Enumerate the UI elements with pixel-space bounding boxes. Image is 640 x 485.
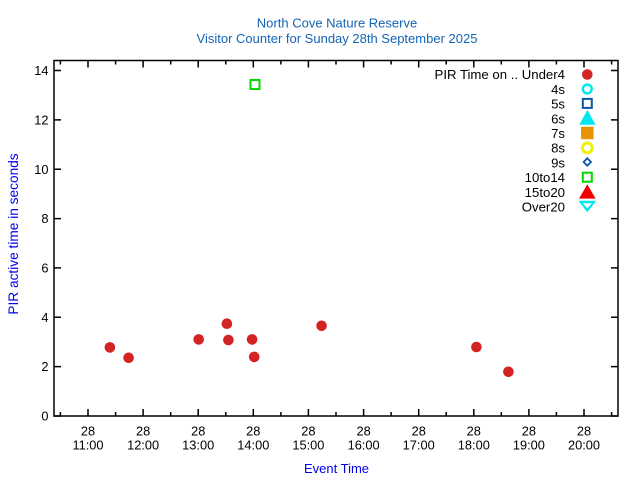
svg-text:PIR Time on .. Under4: PIR Time on .. Under4 — [435, 67, 565, 82]
svg-text:5s: 5s — [551, 97, 565, 112]
svg-text:13:00: 13:00 — [182, 438, 214, 453]
svg-text:28: 28 — [412, 424, 426, 439]
svg-text:19:00: 19:00 — [513, 438, 545, 453]
svg-text:15to20: 15to20 — [525, 185, 565, 200]
svg-text:28: 28 — [301, 424, 315, 439]
svg-text:28: 28 — [522, 424, 536, 439]
svg-text:28: 28 — [577, 424, 591, 439]
svg-text:10: 10 — [34, 162, 48, 177]
svg-text:28: 28 — [81, 424, 95, 439]
svg-text:18:00: 18:00 — [458, 438, 490, 453]
svg-text:28: 28 — [191, 424, 205, 439]
svg-text:14:00: 14:00 — [237, 438, 269, 453]
svg-text:14: 14 — [34, 63, 48, 78]
svg-text:6s: 6s — [551, 111, 565, 126]
svg-text:28: 28 — [136, 424, 150, 439]
svg-text:North Cove Nature Reserve: North Cove Nature Reserve — [257, 16, 417, 31]
svg-text:17:00: 17:00 — [403, 438, 435, 453]
svg-text:Visitor Counter for Sunday 28t: Visitor Counter for Sunday 28th Septembe… — [197, 31, 478, 46]
svg-text:4: 4 — [41, 310, 48, 325]
svg-text:Over20: Over20 — [522, 200, 565, 215]
svg-text:12: 12 — [34, 113, 48, 128]
svg-text:16:00: 16:00 — [348, 438, 380, 453]
svg-text:12:00: 12:00 — [127, 438, 159, 453]
svg-text:7s: 7s — [551, 126, 565, 141]
svg-text:8: 8 — [41, 211, 48, 226]
svg-text:28: 28 — [356, 424, 370, 439]
svg-text:11:00: 11:00 — [72, 438, 103, 453]
svg-text:20:00: 20:00 — [568, 438, 600, 453]
svg-text:0: 0 — [41, 409, 48, 424]
svg-text:15:00: 15:00 — [292, 438, 324, 453]
svg-text:PIR active time in seconds: PIR active time in seconds — [6, 153, 21, 314]
svg-text:10to14: 10to14 — [525, 170, 565, 185]
svg-text:8s: 8s — [551, 141, 565, 156]
svg-text:28: 28 — [246, 424, 260, 439]
svg-text:4s: 4s — [551, 82, 565, 97]
svg-text:2: 2 — [41, 359, 48, 374]
svg-text:28: 28 — [467, 424, 481, 439]
svg-text:9s: 9s — [551, 155, 565, 170]
svg-text:6: 6 — [41, 261, 48, 276]
svg-text:Event Time: Event Time — [304, 461, 369, 476]
